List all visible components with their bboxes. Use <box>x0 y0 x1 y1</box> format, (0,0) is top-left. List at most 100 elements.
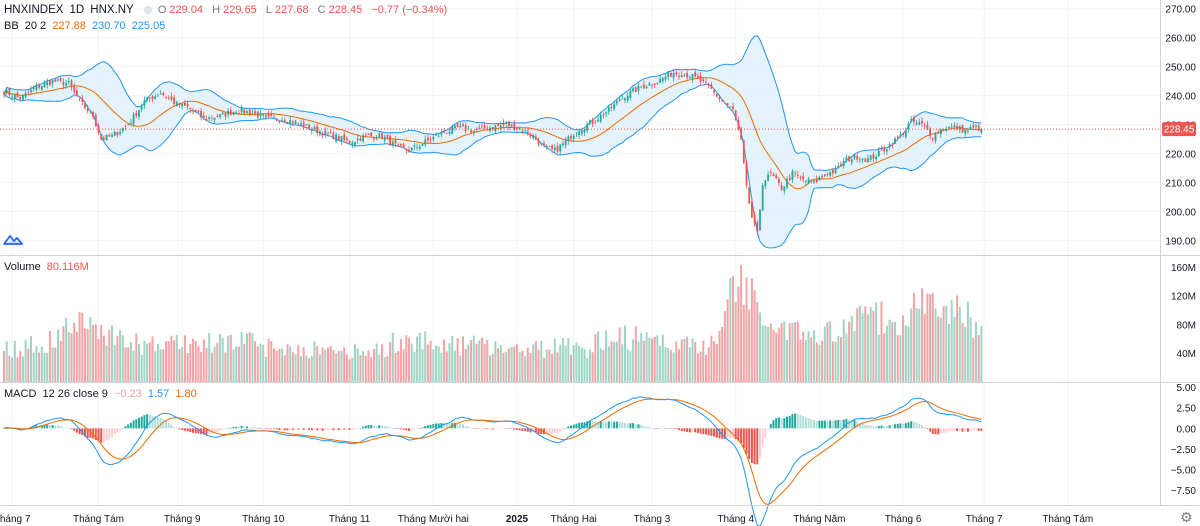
macd-hist-bar <box>742 428 745 448</box>
candle-body <box>275 119 278 121</box>
macd-hist-bar <box>40 425 43 429</box>
volume-bar <box>516 344 518 382</box>
macd-hist-bar <box>769 423 772 429</box>
volume-bar <box>885 325 888 382</box>
macd-hist-bar <box>521 428 524 431</box>
candle-body <box>78 97 81 99</box>
volume-bar <box>57 329 59 382</box>
volume-bar <box>769 323 772 382</box>
interval[interactable]: 1D <box>69 4 85 16</box>
macd-hist-bar <box>537 428 540 434</box>
macd-hist-bar <box>718 428 721 439</box>
volume-bar <box>364 355 367 382</box>
macd-hist-bar <box>121 428 124 429</box>
candle-body <box>510 124 513 127</box>
volume-bar <box>688 347 691 382</box>
macd-hist-bar <box>910 421 913 429</box>
macd-hist-bar <box>848 419 851 429</box>
macd-hist-bar <box>753 428 756 465</box>
volume-bar <box>483 344 486 382</box>
candle-body <box>645 86 648 89</box>
volume-bar <box>737 286 740 382</box>
volume-bar <box>462 336 464 382</box>
candle-body <box>823 174 826 176</box>
macd-legend[interactable]: MACD 12 26 close 9 −0.23 1.57 1.80 <box>4 387 200 401</box>
volume-bar <box>43 353 46 382</box>
macd-hist-bar <box>310 428 313 431</box>
macd-hist-bar <box>802 416 805 429</box>
macd-hist-bar <box>613 421 616 429</box>
macd-hist-bar <box>356 428 359 429</box>
candle-body <box>634 87 637 93</box>
tradingview-logo-icon[interactable] <box>3 232 23 246</box>
macd-hist-bar <box>424 425 427 429</box>
macd-hist-bar <box>529 428 532 433</box>
candle-body <box>297 123 300 125</box>
high-key: H <box>212 4 221 16</box>
macd-hist-bar <box>51 425 54 429</box>
macd-hist-bar <box>43 424 46 429</box>
candle-body <box>364 134 367 136</box>
candle-body <box>443 131 445 133</box>
macd-hist-bar <box>740 428 743 444</box>
volume-bar <box>121 335 124 382</box>
candle-body <box>688 77 691 79</box>
volume-bar <box>205 348 208 382</box>
close-value: 228.45 <box>328 4 363 16</box>
macd-hist-bar <box>721 428 724 439</box>
bollinger-legend[interactable]: BB 20 2 227.88 230.70 225.05 <box>4 19 168 33</box>
candle-body <box>86 107 89 112</box>
bb-upper-line <box>3 35 982 172</box>
volume-axis: 40M 80M 120M 160M <box>1171 263 1196 360</box>
gear-icon[interactable]: ⚙ <box>1180 509 1193 525</box>
macd-hist-bar <box>54 425 57 429</box>
candle-body <box>545 145 548 147</box>
volume-bar <box>73 322 76 382</box>
macd-hist-bar <box>267 428 270 429</box>
candle-body <box>832 170 834 174</box>
candle-body <box>248 109 251 115</box>
macd-hist-bar <box>543 428 545 435</box>
candle-body <box>148 97 151 99</box>
macd-hist-bar <box>945 428 948 433</box>
candle-body <box>543 143 545 146</box>
macd-hist-bar <box>189 428 192 433</box>
macd-hist-bar <box>610 421 613 429</box>
volume-bar <box>416 336 419 382</box>
candle-body <box>170 96 173 100</box>
candle-body <box>559 144 562 152</box>
volume-bar <box>359 355 362 382</box>
volume-bar <box>613 341 616 382</box>
macd-hist-bar <box>286 428 289 431</box>
macd-hist-bar <box>964 428 967 432</box>
volume-bar <box>332 350 335 382</box>
macd-hist-bar <box>748 428 751 459</box>
candle-body <box>564 140 567 146</box>
ohlc-low: L 227.68 <box>266 4 312 16</box>
macd-hist-bar <box>580 422 583 429</box>
macd-hist-bar <box>629 423 632 429</box>
volume-bar <box>413 351 416 382</box>
ohlc-high: H 229.65 <box>212 4 260 16</box>
volume-bar <box>305 355 308 382</box>
symbol-name[interactable]: HNXINDEX <box>4 4 64 16</box>
macd-hist-bar <box>934 428 937 435</box>
volume-bar <box>286 344 289 382</box>
volume-bar <box>705 354 707 382</box>
candle-body <box>251 113 254 115</box>
volume-bar <box>116 336 119 382</box>
macd-hist-bar <box>305 428 308 430</box>
volume-legend[interactable]: Volume 80.116M <box>4 260 92 274</box>
candle-body <box>286 121 289 123</box>
candle-body <box>616 101 618 104</box>
candle-body <box>572 135 575 139</box>
candle-body <box>391 141 394 146</box>
visibility-dot-icon[interactable] <box>143 6 152 14</box>
volume-bar <box>567 338 570 382</box>
candle-body <box>116 132 119 136</box>
candle-body <box>3 92 5 95</box>
macd-hist-bar <box>381 425 383 429</box>
candle-body <box>888 144 891 148</box>
candle-body <box>821 176 823 178</box>
